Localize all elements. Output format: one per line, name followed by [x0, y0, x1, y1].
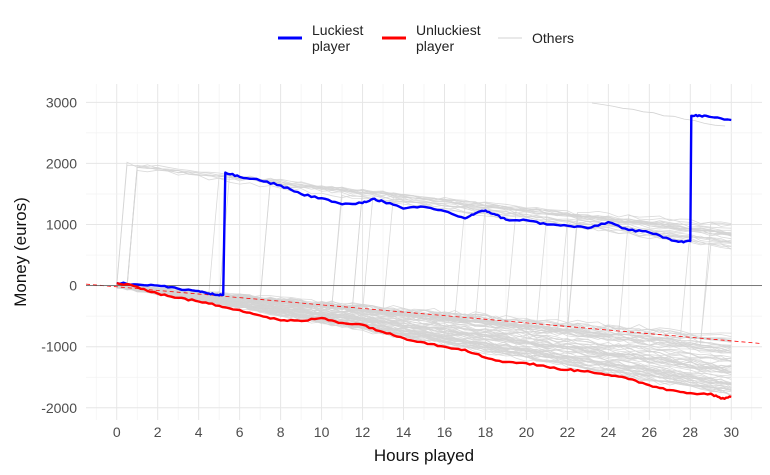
x-axis-title: Hours played — [374, 446, 474, 465]
y-axis-ticks: -2000 -1000 0 1000 2000 3000 — [41, 94, 77, 415]
x-tick-label: 0 — [113, 424, 121, 440]
legend-label: Unluckiest — [416, 22, 481, 38]
x-tick-label: 18 — [478, 424, 494, 440]
y-tick-label: 2000 — [46, 155, 77, 171]
x-tick-label: 28 — [683, 424, 699, 440]
x-tick-label: 14 — [396, 424, 412, 440]
x-tick-label: 20 — [519, 424, 535, 440]
legend-label: Others — [532, 30, 574, 46]
y-tick-label: -1000 — [41, 339, 77, 355]
legend-label: Luckiest — [312, 22, 363, 38]
expected-value-line — [85, 283, 763, 344]
others-series-line — [116, 284, 732, 388]
x-tick-label: 8 — [277, 424, 285, 440]
others-series-line — [116, 285, 732, 371]
y-tick-label: -2000 — [41, 400, 77, 416]
legend-item: Others — [498, 30, 574, 46]
x-axis-ticks: 0 2 4 6 8 10 12 14 16 18 20 22 24 26 28 30 — [113, 424, 739, 440]
x-tick-label: 26 — [642, 424, 658, 440]
x-tick-label: 2 — [154, 424, 162, 440]
x-tick-label: 24 — [601, 424, 617, 440]
others-series-line — [116, 286, 732, 354]
x-tick-label: 30 — [723, 424, 739, 440]
y-tick-label: 0 — [69, 278, 77, 294]
others-series-line — [116, 286, 732, 373]
legend-label-line2: player — [312, 38, 350, 54]
y-tick-label: 3000 — [46, 94, 77, 110]
others-series-line — [116, 166, 732, 289]
others-series-line — [591, 102, 726, 127]
highlighted-series-group — [116, 113, 732, 400]
luckiest-player-line — [116, 113, 732, 297]
others-series-line — [116, 285, 732, 384]
y-tick-label: 1000 — [46, 217, 77, 233]
unluckiest-player-line — [116, 282, 732, 400]
x-tick-label: 12 — [355, 424, 371, 440]
x-tick-label: 6 — [236, 424, 244, 440]
legend-label-line2: player — [416, 38, 454, 54]
y-axis-title: Money (euros) — [11, 197, 30, 307]
x-tick-label: 22 — [560, 424, 576, 440]
x-tick-label: 4 — [195, 424, 203, 440]
expected-value-line-group — [85, 283, 763, 344]
others-series-line — [116, 167, 732, 287]
x-tick-label: 16 — [437, 424, 453, 440]
x-tick-label: 10 — [314, 424, 330, 440]
